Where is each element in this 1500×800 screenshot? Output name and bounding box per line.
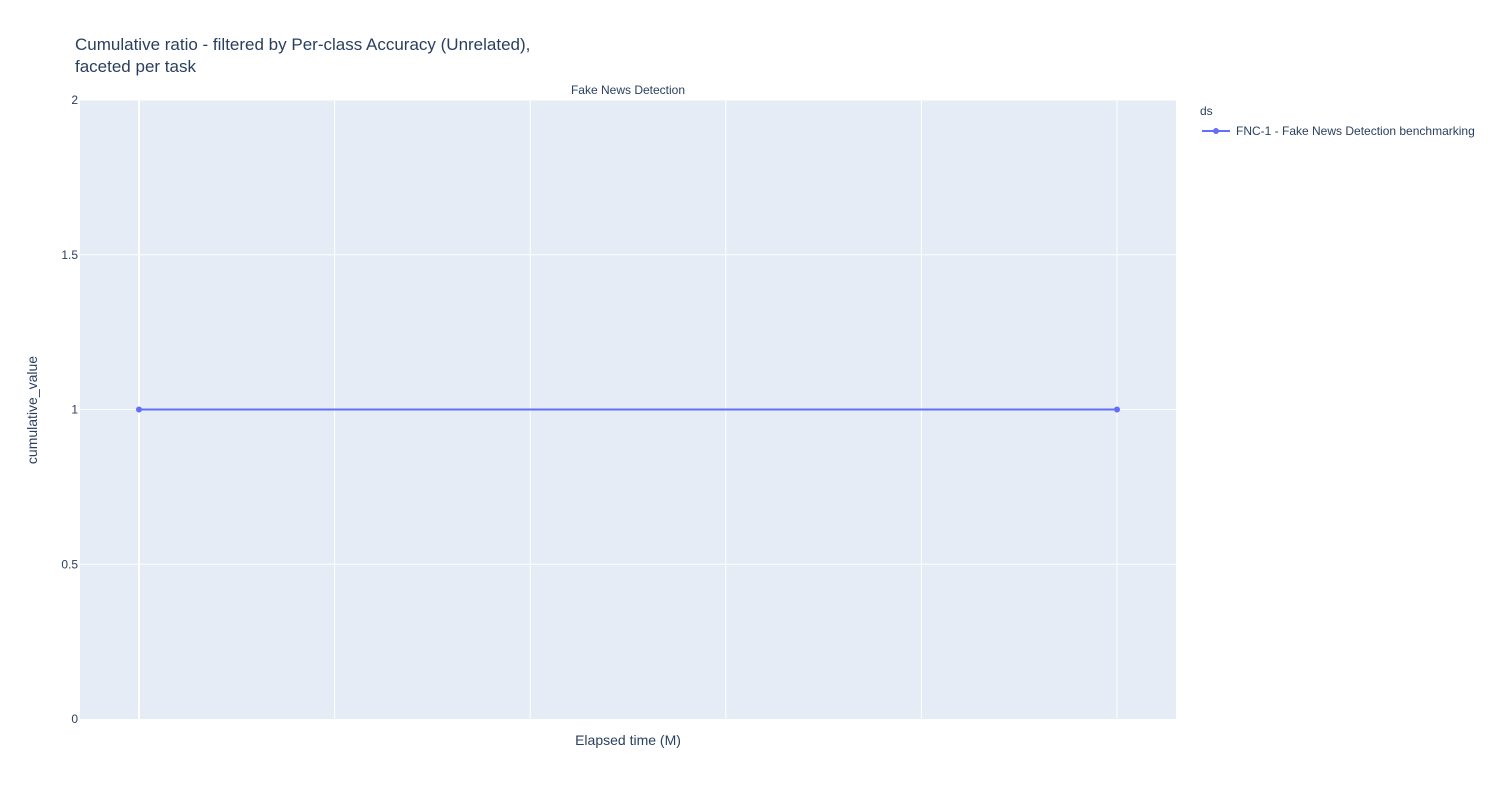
series-layer [136,406,1120,413]
y-tick-labels: 0 0.5 1 1.5 2 [61,93,78,726]
chart-title-line-2: faceted per task [75,57,196,76]
data-point[interactable] [136,406,142,413]
chart-title: Cumulative ratio - filtered by Per-class… [75,34,530,78]
data-point[interactable] [1114,406,1120,413]
y-tick-label: 0.5 [61,557,78,571]
y-tick-label: 2 [71,93,78,107]
y-tick-label: 1 [71,403,78,417]
y-tick-label: 1.5 [61,248,78,262]
facet-title: Fake News Detection [571,83,685,97]
x-axis-label: Elapsed time (M) [575,732,681,748]
legend-item[interactable]: FNC-1 - Fake News Detection benchmarking [1200,124,1475,138]
legend-title: ds [1200,104,1213,118]
chart-title-line-1: Cumulative ratio - filtered by Per-class… [75,35,531,54]
y-tick-label: 0 [71,712,78,726]
y-axis-label: cumulative_value [24,356,40,464]
legend-item-label: FNC-1 - Fake News Detection benchmarking [1236,124,1475,138]
legend-swatch-icon [1202,128,1230,134]
legend: ds FNC-1 - Fake News Detection benchmark… [1200,104,1475,138]
